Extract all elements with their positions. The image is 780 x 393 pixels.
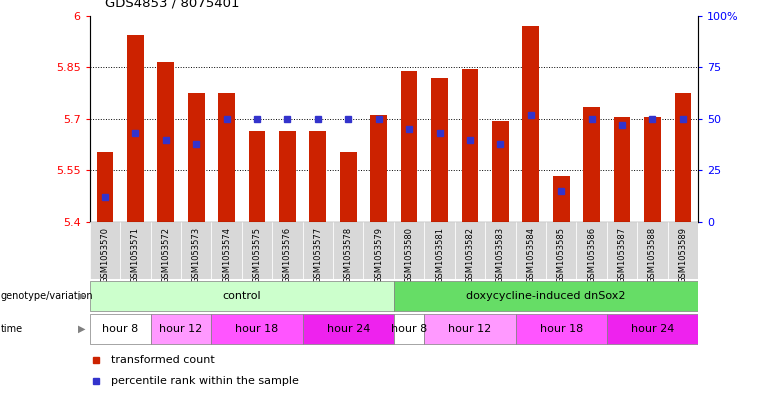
Text: time: time: [1, 324, 23, 334]
Bar: [401, 71, 417, 222]
Bar: [249, 131, 265, 222]
Bar: [127, 35, 144, 222]
Text: GSM1053589: GSM1053589: [679, 227, 687, 283]
Bar: [363, 222, 394, 279]
Bar: [90, 314, 151, 344]
Bar: [218, 93, 235, 222]
Text: hour 24: hour 24: [327, 324, 370, 334]
Text: ▶: ▶: [78, 324, 86, 334]
Bar: [188, 93, 204, 222]
Text: GSM1053584: GSM1053584: [526, 227, 535, 283]
Bar: [310, 131, 326, 222]
Bar: [394, 222, 424, 279]
Bar: [607, 314, 698, 344]
Text: GDS4853 / 8075401: GDS4853 / 8075401: [105, 0, 239, 10]
Bar: [90, 222, 120, 279]
Bar: [424, 314, 516, 344]
Text: doxycycline-induced dnSox2: doxycycline-induced dnSox2: [466, 291, 626, 301]
Bar: [151, 314, 211, 344]
Bar: [181, 222, 211, 279]
Bar: [97, 152, 113, 222]
Text: GSM1053576: GSM1053576: [283, 227, 292, 283]
Bar: [546, 222, 576, 279]
Text: hour 8: hour 8: [102, 324, 138, 334]
Text: hour 12: hour 12: [159, 324, 203, 334]
Bar: [462, 69, 478, 222]
Text: transformed count: transformed count: [111, 355, 214, 365]
Bar: [242, 222, 272, 279]
Bar: [90, 281, 394, 311]
Text: GSM1053577: GSM1053577: [314, 227, 322, 283]
Bar: [394, 314, 424, 344]
Bar: [158, 62, 174, 222]
Bar: [523, 26, 539, 222]
Text: hour 24: hour 24: [631, 324, 674, 334]
Bar: [279, 131, 296, 222]
Bar: [455, 222, 485, 279]
Bar: [637, 222, 668, 279]
Bar: [644, 117, 661, 222]
Text: GSM1053582: GSM1053582: [466, 227, 474, 283]
Text: GSM1053581: GSM1053581: [435, 227, 444, 283]
Text: GSM1053585: GSM1053585: [557, 227, 566, 283]
Bar: [675, 93, 691, 222]
Bar: [340, 152, 356, 222]
Text: GSM1053572: GSM1053572: [161, 227, 170, 283]
Bar: [303, 222, 333, 279]
Bar: [607, 222, 637, 279]
Bar: [614, 117, 630, 222]
Bar: [516, 222, 546, 279]
Text: GSM1053583: GSM1053583: [496, 227, 505, 283]
Bar: [272, 222, 303, 279]
Text: GSM1053571: GSM1053571: [131, 227, 140, 283]
Text: ▶: ▶: [78, 291, 86, 301]
Text: GSM1053586: GSM1053586: [587, 227, 596, 283]
Bar: [668, 222, 698, 279]
Bar: [485, 222, 516, 279]
Text: GSM1053574: GSM1053574: [222, 227, 231, 283]
Bar: [211, 314, 303, 344]
Bar: [516, 314, 607, 344]
Text: percentile rank within the sample: percentile rank within the sample: [111, 376, 299, 386]
Text: hour 12: hour 12: [448, 324, 491, 334]
Bar: [431, 78, 448, 222]
Bar: [583, 107, 600, 222]
Text: hour 8: hour 8: [391, 324, 427, 334]
Text: hour 18: hour 18: [236, 324, 278, 334]
Text: control: control: [222, 291, 261, 301]
Text: GSM1053570: GSM1053570: [101, 227, 109, 283]
Bar: [553, 176, 569, 222]
Bar: [492, 121, 509, 222]
Text: GSM1053588: GSM1053588: [648, 227, 657, 283]
Text: GSM1053578: GSM1053578: [344, 227, 353, 283]
Bar: [394, 281, 698, 311]
Text: hour 18: hour 18: [540, 324, 583, 334]
Bar: [576, 222, 607, 279]
Bar: [370, 116, 387, 222]
Bar: [211, 222, 242, 279]
Bar: [151, 222, 181, 279]
Text: GSM1053575: GSM1053575: [253, 227, 261, 283]
Bar: [303, 314, 394, 344]
Text: genotype/variation: genotype/variation: [1, 291, 94, 301]
Text: GSM1053573: GSM1053573: [192, 227, 200, 283]
Bar: [333, 222, 363, 279]
Bar: [120, 222, 151, 279]
Text: GSM1053579: GSM1053579: [374, 227, 383, 283]
Text: GSM1053587: GSM1053587: [618, 227, 626, 283]
Text: GSM1053580: GSM1053580: [405, 227, 413, 283]
Bar: [424, 222, 455, 279]
